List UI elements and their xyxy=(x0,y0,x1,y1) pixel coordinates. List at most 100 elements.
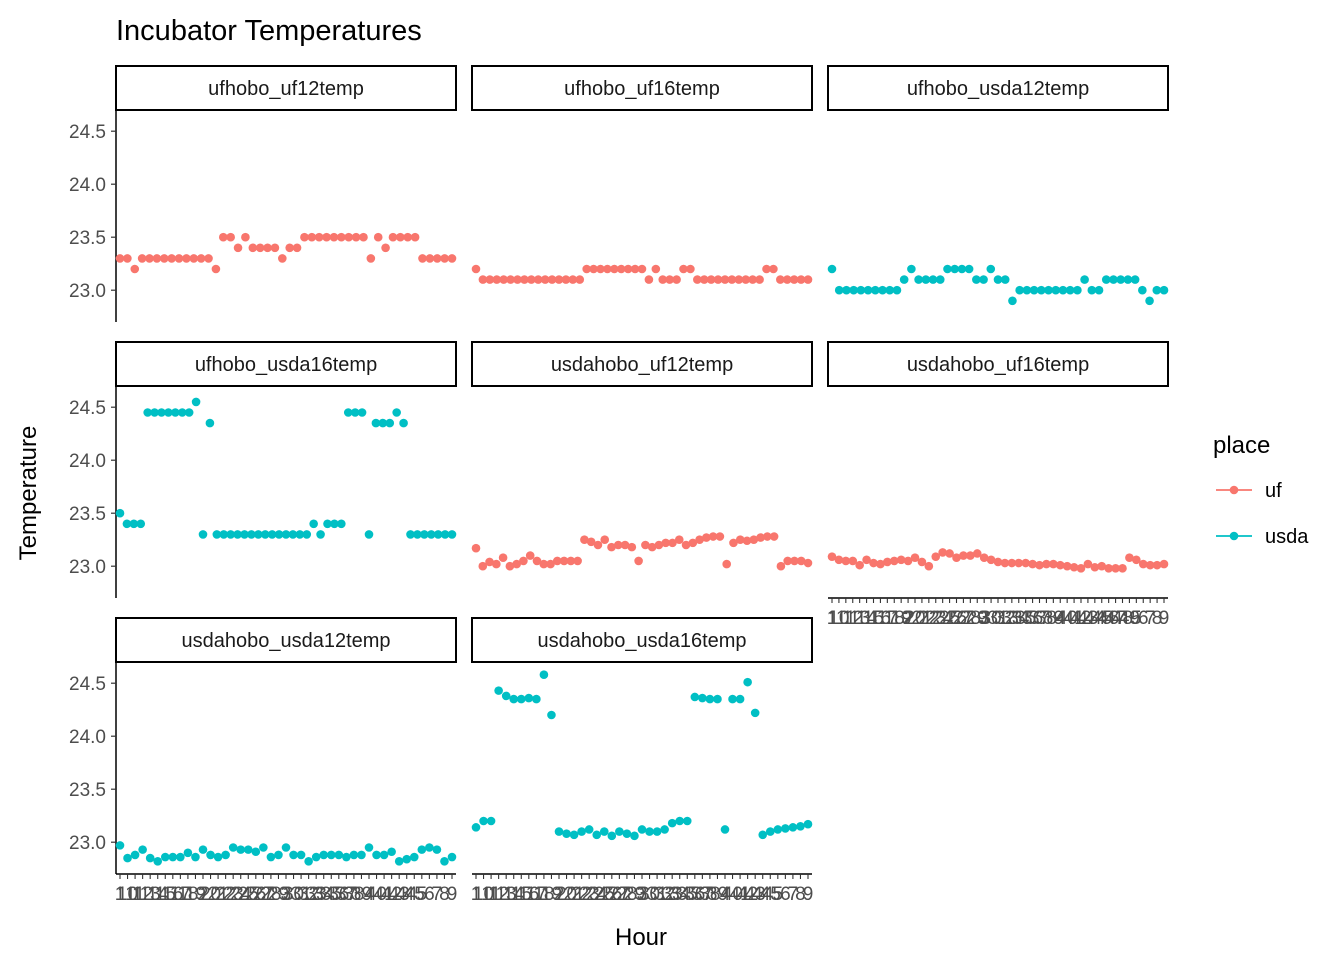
data-point xyxy=(914,275,923,284)
data-point xyxy=(615,827,624,836)
data-point xyxy=(471,543,481,553)
data-point xyxy=(233,530,242,539)
x-tick-label: 32 xyxy=(654,884,675,905)
x-tick-label: 16 xyxy=(870,608,891,629)
x-tick-label: 21 xyxy=(564,884,585,905)
data-point xyxy=(1116,275,1125,284)
data-point xyxy=(289,850,298,860)
data-point xyxy=(1159,559,1169,569)
data-point xyxy=(130,264,140,274)
data-point xyxy=(849,285,858,295)
x-tick-label: 3 xyxy=(637,884,648,905)
data-point xyxy=(637,825,647,834)
x-tick-label: 12 xyxy=(842,608,863,629)
data-point xyxy=(986,555,996,565)
x-tick-label: 39 xyxy=(707,884,728,905)
data-point xyxy=(485,275,495,284)
x-tick-label: 49 xyxy=(1119,608,1140,629)
x-tick-label: 28 xyxy=(260,884,281,905)
x-tick-label: 4 xyxy=(364,884,375,905)
data-point xyxy=(654,540,664,550)
data-point xyxy=(311,852,321,862)
y-tick-label: 23.5 xyxy=(69,780,106,801)
x-tick-label: 7 xyxy=(1145,608,1156,629)
data-point xyxy=(827,264,837,274)
data-point xyxy=(1125,553,1134,563)
data-point xyxy=(1021,558,1030,568)
data-point xyxy=(827,552,837,561)
x-tick-label: 24 xyxy=(586,884,608,905)
x-tick-label: 42 xyxy=(1070,608,1091,629)
data-point xyxy=(699,275,709,284)
facet-strip xyxy=(827,341,1169,387)
data-point xyxy=(668,538,677,548)
data-point xyxy=(1008,296,1017,306)
data-point xyxy=(184,408,194,417)
data-point xyxy=(972,275,981,284)
x-tick-label: 30 xyxy=(639,884,660,905)
x-tick-label: 21 xyxy=(208,884,229,905)
data-point xyxy=(233,243,243,253)
data-point xyxy=(796,822,805,831)
x-tick-label: 7 xyxy=(432,884,443,905)
data-point xyxy=(221,850,230,860)
x-tick-label: 39 xyxy=(351,884,372,905)
data-point xyxy=(330,519,339,529)
x-tick-label: 43 xyxy=(389,884,410,905)
data-point xyxy=(278,254,287,263)
data-point xyxy=(645,827,654,836)
data-point xyxy=(143,408,152,417)
x-tick-label: 10 xyxy=(473,884,494,905)
data-point xyxy=(681,540,691,550)
data-point xyxy=(152,254,162,263)
data-point xyxy=(623,264,633,274)
x-tick-label: 41 xyxy=(1064,608,1085,629)
x-tick-label: 17 xyxy=(877,608,898,629)
data-point xyxy=(177,408,187,417)
x-tick-label: 5 xyxy=(773,884,784,905)
data-point xyxy=(742,536,752,546)
data-point xyxy=(781,824,790,833)
data-point xyxy=(622,829,632,839)
x-tick-label: 36 xyxy=(328,884,349,905)
data-point xyxy=(191,852,200,862)
data-point xyxy=(1138,285,1147,295)
data-point xyxy=(241,232,250,242)
data-point xyxy=(1037,285,1046,295)
data-point xyxy=(288,530,298,539)
x-tick-label: 18 xyxy=(884,608,905,629)
x-tick-label: 45 xyxy=(404,884,425,905)
data-point xyxy=(729,538,738,548)
data-point xyxy=(492,559,501,569)
data-point xyxy=(212,530,222,539)
data-point xyxy=(928,275,938,284)
x-tick-label: 20 xyxy=(904,608,925,629)
legend-key-point xyxy=(1229,485,1239,495)
data-point xyxy=(660,825,669,834)
data-point xyxy=(372,850,381,860)
data-point xyxy=(559,556,569,566)
data-point xyxy=(727,275,737,284)
data-point xyxy=(1055,560,1065,570)
x-tick-label: 4 xyxy=(720,884,731,905)
data-point xyxy=(532,556,542,566)
data-point xyxy=(213,852,223,862)
data-point xyxy=(547,710,556,720)
data-point xyxy=(776,275,785,284)
data-point xyxy=(1065,285,1075,295)
data-point xyxy=(396,232,405,242)
data-point xyxy=(432,845,442,854)
x-tick-label: 22 xyxy=(571,884,592,905)
data-point xyxy=(593,540,603,550)
data-point xyxy=(672,275,681,284)
data-point xyxy=(1058,285,1068,295)
data-point xyxy=(196,254,206,263)
y-tick-label: 24.0 xyxy=(69,175,106,196)
data-point xyxy=(938,548,947,557)
data-point xyxy=(592,830,602,840)
x-tick-label: 41 xyxy=(374,884,395,905)
x-tick-label: 25 xyxy=(939,608,960,629)
data-point xyxy=(1145,560,1155,570)
data-point xyxy=(720,275,730,284)
